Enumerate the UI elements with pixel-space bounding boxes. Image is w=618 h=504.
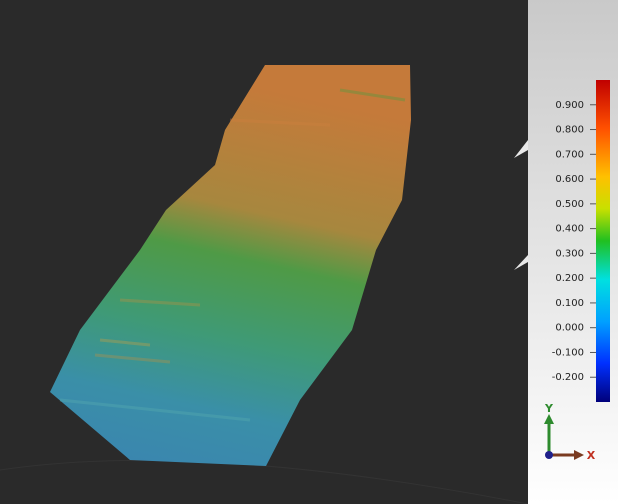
legend-tick-label: 0.100 (555, 298, 584, 309)
legend-tick-label: 0.400 (555, 224, 584, 235)
x-axis-label: X (587, 449, 596, 462)
legend-tick-label: 0.000 (555, 323, 584, 334)
legend-tick-label: 0.700 (555, 149, 584, 160)
page: {"legend": { "ticks": [ {"value": 0.9, "… (0, 0, 618, 504)
legend-tick-label: -0.100 (552, 347, 584, 358)
legend-tick-label: 0.500 (555, 199, 584, 210)
legend-tick-label: 0.200 (555, 273, 584, 284)
y-axis-label: Y (544, 402, 554, 415)
legend-tick-label: -0.200 (552, 372, 584, 383)
color-bar (596, 80, 610, 402)
legend-tick-label: 0.600 (555, 174, 584, 185)
legend-tick-label: 0.900 (555, 100, 584, 111)
origin-dot (545, 451, 553, 459)
legend-tick-label: 0.800 (555, 125, 584, 136)
legend-tick-label: 0.300 (555, 248, 584, 259)
viewport: Y X 0.900 0.800 0.700 0.600 0.500 0.400 0.300 0… (0, 0, 618, 504)
